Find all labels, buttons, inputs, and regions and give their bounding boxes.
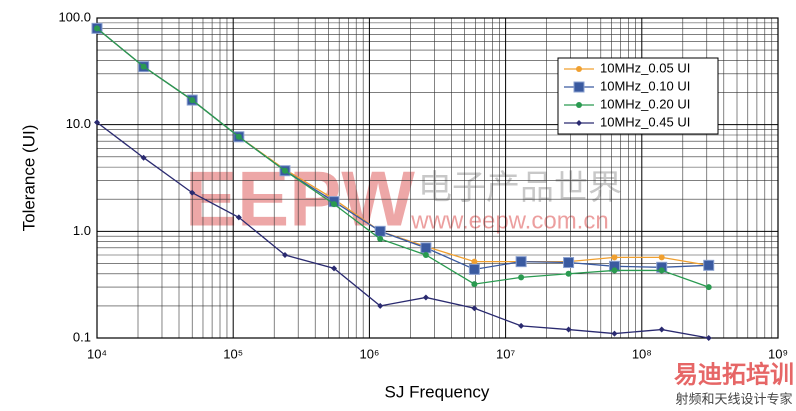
y-axis-label: Tolerance (UI) xyxy=(19,125,38,232)
marker xyxy=(374,225,386,237)
marker xyxy=(565,270,572,277)
marker xyxy=(235,133,242,140)
marker xyxy=(563,257,575,269)
marker xyxy=(281,251,288,258)
y-tick-label: 1.0 xyxy=(73,223,91,238)
y-tick-label: 0.1 xyxy=(73,329,91,344)
marker xyxy=(471,258,478,265)
marker xyxy=(94,119,100,126)
watermark: 射频和天线设计专家 xyxy=(675,391,792,406)
marker xyxy=(331,265,338,272)
marker xyxy=(705,284,712,291)
marker xyxy=(471,305,478,312)
legend-label: 10MHz_0.45 UI xyxy=(600,114,690,129)
marker xyxy=(611,330,618,337)
marker xyxy=(576,102,582,108)
series-line xyxy=(96,27,709,288)
marker xyxy=(703,259,715,271)
x-tick-label: 10⁵ xyxy=(223,346,243,361)
x-tick-label: 10⁸ xyxy=(632,346,652,361)
legend: 10MHz_0.05 UI 10MHz_0.10 UI 10MHz_0.20 UI 1… xyxy=(557,57,719,135)
x-tick-label: 10⁷ xyxy=(496,346,515,361)
marker xyxy=(189,189,196,196)
marker xyxy=(565,326,572,333)
marker xyxy=(140,154,147,161)
marker xyxy=(140,63,147,70)
marker xyxy=(611,267,618,274)
x-axis-label: SJ Frequency xyxy=(385,382,490,401)
marker xyxy=(658,326,665,333)
marker xyxy=(235,214,242,221)
y-tick-label: 10.0 xyxy=(66,116,91,131)
x-tick-label: 10⁹ xyxy=(768,346,788,361)
marker xyxy=(576,120,582,126)
marker xyxy=(422,294,429,301)
legend-label: 10MHz_0.20 UI xyxy=(600,96,690,111)
x-tick-label: 10⁶ xyxy=(359,346,379,361)
marker xyxy=(468,263,480,275)
legend-label: 10MHz_0.10 UI xyxy=(600,78,690,93)
marker xyxy=(705,335,712,341)
marker xyxy=(422,251,429,258)
marker xyxy=(281,167,288,174)
marker xyxy=(377,235,384,242)
legend-label: 10MHz_0.05 UI xyxy=(600,60,690,75)
series-line xyxy=(96,121,709,339)
marker xyxy=(518,322,525,329)
marker xyxy=(420,242,432,254)
marker xyxy=(94,25,100,32)
marker xyxy=(576,66,582,72)
marker xyxy=(518,274,525,281)
marker xyxy=(611,254,618,261)
marker xyxy=(331,201,338,208)
x-tick-label: 10⁴ xyxy=(87,346,107,361)
watermark: 易迪拓培训 xyxy=(674,360,794,388)
legend-box xyxy=(557,57,719,135)
marker xyxy=(515,256,527,268)
marker xyxy=(658,254,665,261)
marker xyxy=(471,281,478,288)
marker xyxy=(189,97,196,104)
y-tick-label: 100.0 xyxy=(58,9,91,24)
watermark: www.eepw.com.cn xyxy=(410,207,608,234)
marker xyxy=(658,267,665,274)
marker xyxy=(573,81,585,93)
marker xyxy=(377,302,384,309)
plot-frame xyxy=(96,17,779,339)
watermark: 电子产品世界 xyxy=(418,169,622,207)
